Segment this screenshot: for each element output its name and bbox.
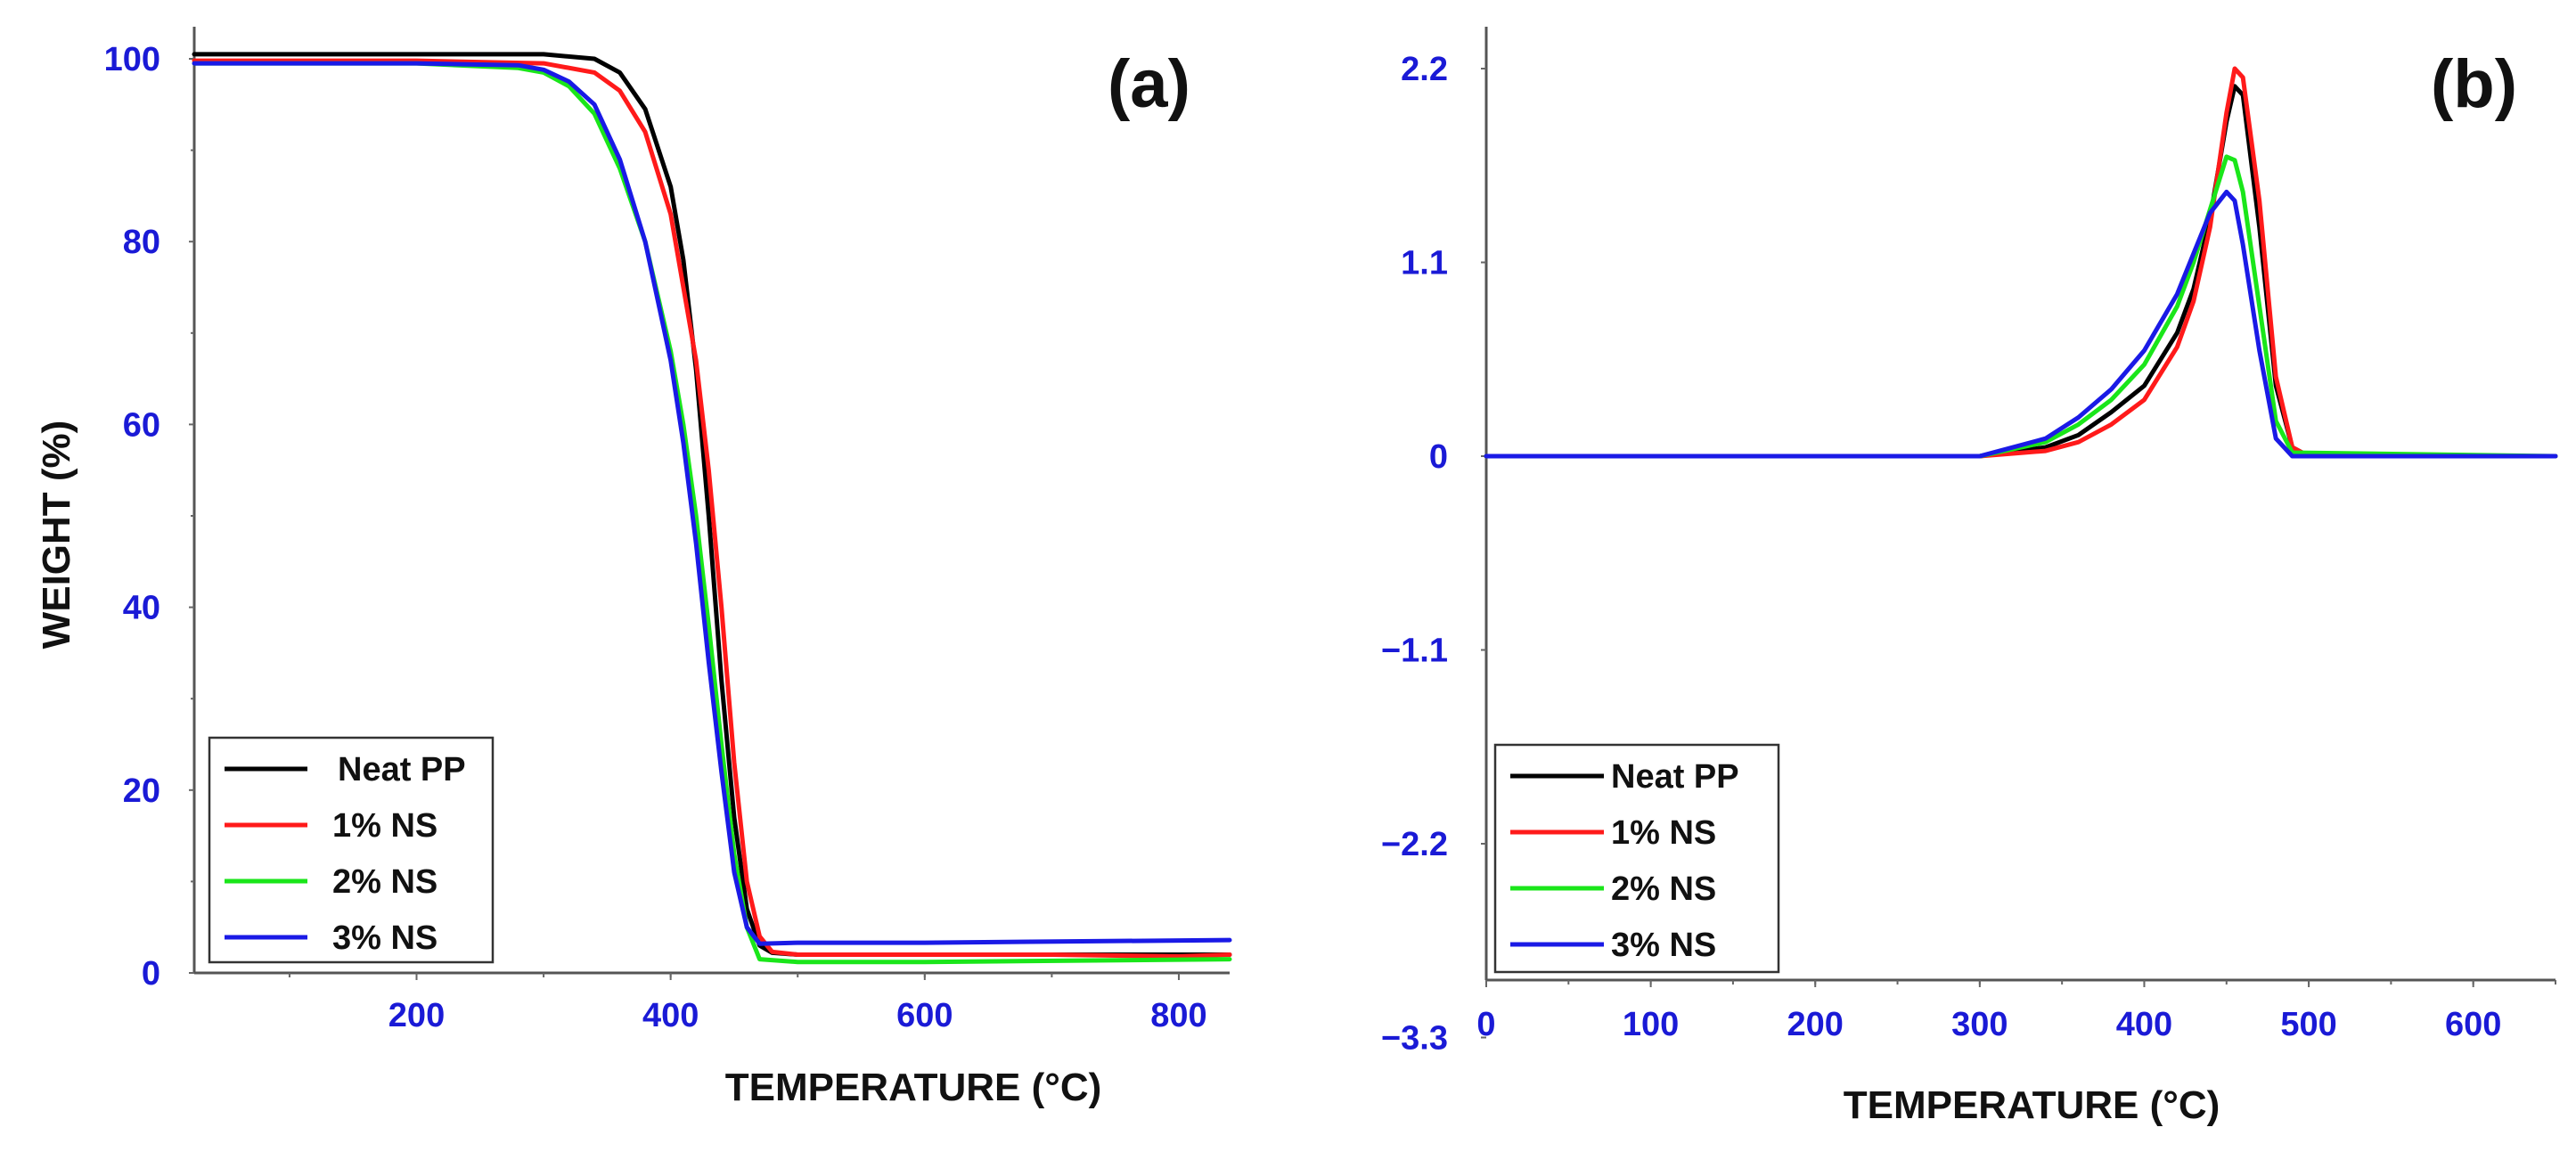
series-line-3-ns [192,61,1232,946]
panel-b-x-axis-title: TEMPERATURE (°C) [1844,1083,2220,1127]
legend-label: 3% NS [1611,927,1716,964]
series-line-neat-pp [1484,84,2558,459]
y-tick-label: 0 [1429,438,1448,476]
y-tick-label: 20 [123,772,160,810]
panel-b-y-ticks: −3.3 −2.2 −1.1 0 1.1 2.2 [1381,51,1486,1058]
series-line-1-ns [192,58,1232,959]
legend-label: 2% NS [332,863,438,901]
series-line-3-ns [1484,189,2558,459]
panel-b-legend-box [1493,743,1780,974]
y-tick-label: 100 [104,41,160,78]
panel-a-legend: Neat PP 1% NS 2% NS 3% NS [208,736,495,964]
panel-a-weight-chart: 0 20 40 60 80 100 200 400 600 800 (a) TEMPERATUR… [35,27,1232,1109]
panel-b-derivative-chart: −3.3−2.2−1.101.12.2 0 100 200 300 400 500 600 … [1381,27,2558,1127]
panel-a-series [192,52,1232,965]
x-tick-label: 600 [896,997,953,1034]
series-line-1-ns [1484,66,2558,459]
y-tick-label: 1.1 [1401,245,1448,282]
legend-label: 2% NS [1611,870,1716,908]
y-tick-label: −3.3 [1381,1020,1448,1058]
panel-b-legend: Neat PP 1% NS 2% NS 3% NS [1493,743,1780,974]
x-tick-label: 400 [2116,1006,2172,1043]
y-tick-label: −2.2 [1381,826,1448,863]
panel-a-x-axis-title: TEMPERATURE (°C) [725,1066,1102,1109]
y-tick-label: 0 [142,955,160,993]
panel-a-legend-box [208,736,495,964]
series-line-2-ns [192,61,1232,965]
x-tick-label: 200 [1787,1006,1844,1043]
y-tick-label: 60 [123,406,160,444]
panel-b-label: (b) [2431,46,2517,122]
legend-label: Neat PP [1611,758,1739,796]
x-tick-label: 500 [2280,1006,2336,1043]
x-tick-label: 100 [1623,1006,1679,1043]
series-line-2-ns [1484,154,2558,459]
x-tick-label: 0 [1476,1006,1495,1043]
y-tick-label: −1.1 [1381,633,1448,670]
panel-b-series [1484,66,2558,459]
legend-label: 1% NS [1611,814,1716,852]
x-tick-label: 600 [2445,1006,2501,1043]
x-tick-label: 200 [388,997,445,1034]
panel-a-y-ticks: 0 20 40 60 80 100 [104,41,194,993]
x-tick-label: 800 [1150,997,1206,1034]
panel-b-x-ticks: 0 100 200 300 400 500 600 [1476,980,2556,1043]
x-tick-label: 400 [642,997,699,1034]
x-tick-label: 300 [1951,1006,2008,1043]
panel-a-x-ticks: 200 400 600 800 [288,973,1207,1034]
legend-label: 1% NS [332,807,438,845]
y-tick-label: 80 [123,224,160,261]
y-tick-label: 40 [123,590,160,627]
legend-label: 3% NS [332,919,438,957]
panel-a-y-axis-title: WEIGHT (%) [35,421,78,650]
legend-label: Neat PP [338,751,466,788]
y-tick-label: 2.2 [1401,51,1448,88]
panel-a-label: (a) [1108,46,1190,122]
